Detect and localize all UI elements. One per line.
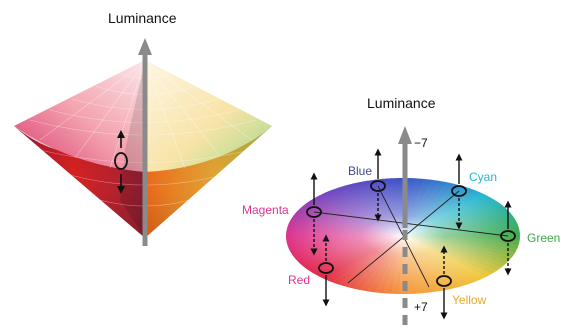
hue-label-magenta: Magenta <box>242 203 289 217</box>
hue-markers <box>306 148 516 320</box>
left-axis-label: Luminance <box>108 10 177 26</box>
blue-marker <box>370 148 386 222</box>
right-luminance-axis <box>398 126 412 331</box>
left-luminance-marker <box>114 130 128 194</box>
cyan-marker <box>451 153 467 230</box>
double-cone <box>14 60 272 238</box>
right-axis-label: Luminance <box>367 95 436 111</box>
green-marker <box>500 200 516 276</box>
hue-label-red: Red <box>288 273 311 287</box>
hue-disk <box>286 178 520 294</box>
hue-label-yellow: Yellow <box>452 293 487 307</box>
magenta-marker <box>306 172 322 256</box>
hue-label-cyan: Cyan <box>469 170 498 184</box>
hue-label-green: Green <box>527 231 561 245</box>
axis-bottom-value: +7 <box>414 300 428 314</box>
left-luminance-axis <box>138 38 152 246</box>
red-marker <box>318 234 334 307</box>
yellow-marker <box>436 245 452 320</box>
upper-cone-left <box>14 60 145 172</box>
axis-top-value: −7 <box>414 136 428 150</box>
hue-label-blue: Blue <box>348 164 373 178</box>
upper-cone-right <box>145 60 272 172</box>
